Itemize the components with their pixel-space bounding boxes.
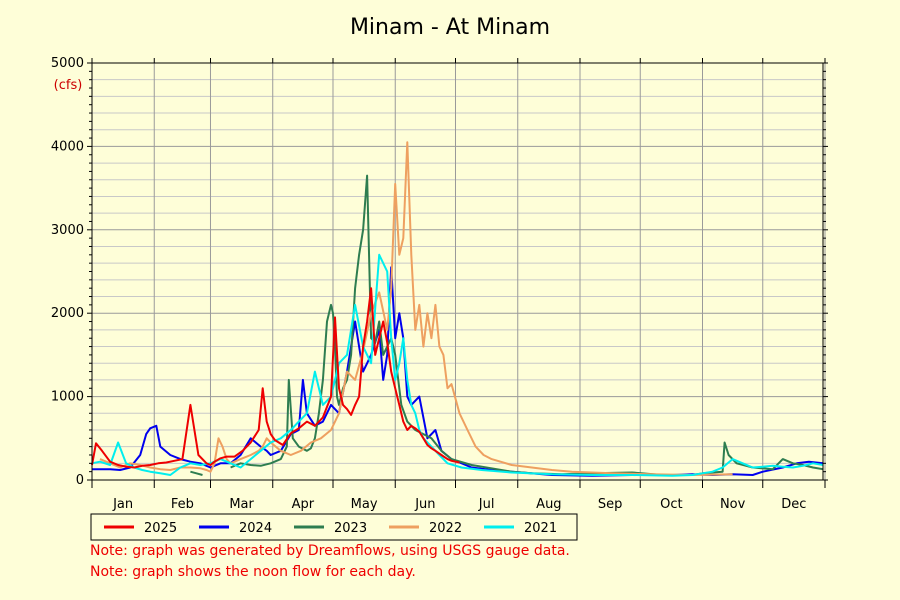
series-layer [91,141,824,477]
x-tick-label: Sep [598,497,623,512]
series-line-2023 [190,174,824,476]
y-tick-label: 0 [76,473,84,488]
y-tick-label: 2000 [51,306,84,321]
chart-title: Minam - At Minam [350,15,550,40]
legend-label-2025: 2025 [144,521,177,536]
series-line-2025 [91,287,460,469]
note-noon-flow: Note: graph shows the noon flow for each… [90,564,416,580]
y-tick-label: 3000 [51,223,84,238]
series-line-2022 [99,141,733,476]
x-tick-label: May [351,497,378,512]
y-tick-label: 1000 [51,390,84,405]
x-tick-label: Jan [112,497,133,512]
x-tick-label: Oct [660,497,682,512]
y-tick-label: 4000 [51,139,84,154]
x-tick-label: Apr [292,497,315,512]
legend-label-2023: 2023 [334,521,367,536]
unit-label: (cfs) [54,78,83,93]
axes: 0 1000 2000 3000 4000 5000 Jan Feb Mar Apr May Jun J… [51,56,828,512]
x-tick-label: Jul [478,497,495,512]
x-tick-label: Jun [414,497,435,512]
legend-label-2021: 2021 [524,521,557,536]
grid [91,62,826,481]
x-tick-label: Dec [781,497,806,512]
note-source: Note: graph was generated by Dreamflows,… [90,543,570,559]
plot-area [92,63,823,480]
legend-label-2022: 2022 [429,521,462,536]
x-tick-label: Aug [536,497,561,512]
legend-label-2024: 2024 [239,521,272,536]
x-tick-label: Mar [229,497,254,512]
y-tick-label: 5000 [51,56,84,71]
series-line-2021 [91,253,824,477]
x-tick-label: Nov [720,497,746,512]
x-tick-label: Feb [171,497,194,512]
legend: 2025 2024 2023 2022 2021 [90,513,578,541]
